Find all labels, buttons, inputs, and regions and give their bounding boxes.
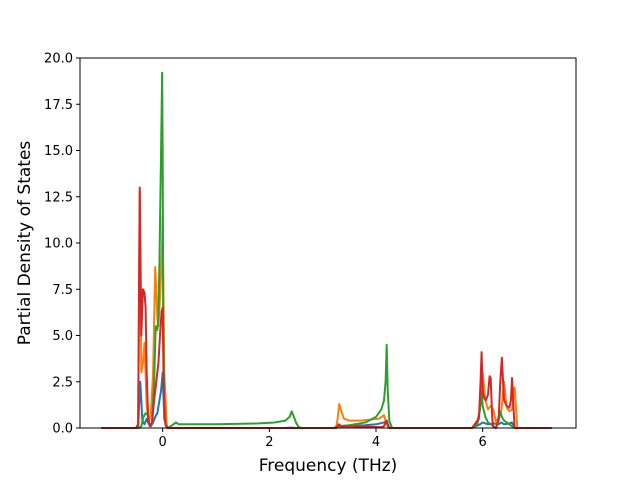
- y-tick-label: 5.0: [52, 329, 73, 344]
- x-tick-label: 4: [372, 435, 380, 450]
- series-line-4: [101, 186, 552, 429]
- y-tick-label: 0.0: [52, 422, 73, 437]
- y-tick-label: 20.0: [44, 52, 73, 67]
- y-axis-label: Partial Density of States: [15, 141, 35, 346]
- x-tick-label: 6: [479, 435, 487, 450]
- y-tick-label: 7.5: [52, 283, 73, 298]
- y-tick-label: 15.0: [44, 144, 73, 159]
- series-line-2: [101, 190, 552, 429]
- y-tick-label: 17.5: [44, 98, 73, 113]
- x-axis-label: Frequency (THz): [259, 456, 398, 476]
- x-tick-label: 0: [159, 435, 167, 450]
- x-tick-label: 2: [265, 435, 273, 450]
- y-tick-label: 2.5: [52, 375, 73, 390]
- y-tick-label: 10.0: [44, 237, 73, 252]
- series-line-3: [101, 71, 552, 429]
- x-axis-ticks: 0 2 4 6: [159, 428, 487, 450]
- y-axis-ticks: 0.0 2.5 5.0 7.5 10.0 12.5 15.0 17.5 20.0: [44, 52, 80, 437]
- y-tick-label: 12.5: [44, 190, 73, 205]
